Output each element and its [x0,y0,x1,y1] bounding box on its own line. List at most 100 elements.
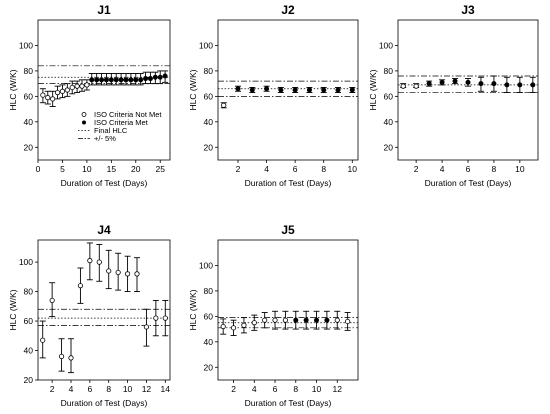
data-point-not-met [40,337,46,343]
chart-title: J3 [461,3,475,17]
data-point-not-met [64,87,70,93]
chart-title: J1 [97,3,111,17]
data-point-met [349,87,355,93]
y-tick-label: 20 [24,375,34,385]
data-point-met [426,81,432,87]
data-point-not-met [221,102,227,108]
data-point-met [530,82,536,88]
y-tick-label: 80 [24,66,34,76]
x-tick-label: 4 [264,164,269,174]
y-tick-label: 80 [24,287,34,297]
y-tick-label: 40 [204,117,214,127]
data-point-not-met [153,315,159,321]
x-tick-label: 2 [236,164,241,174]
x-axis-label: Duration of Test (Days) [245,398,332,408]
x-tick-label: 2 [231,384,236,394]
data-point-met [303,317,309,323]
chart-panel-j1: J1 20 40 60 80 100 0 5 10 15 20 25 Duration of Test … [8,3,171,188]
data-point-not-met [45,95,51,101]
y-tick-label: 40 [204,337,214,347]
y-tick-label: 40 [384,117,394,127]
y-tick-label: 20 [24,142,34,152]
data-point-met [292,87,298,93]
x-tick-label: 8 [321,164,326,174]
plot-frame [37,239,171,381]
x-tick-label: 15 [107,164,117,174]
data-point-not-met [262,317,268,323]
y-axis-label: HLC (W/K) [8,69,18,110]
y-tick-label: 20 [204,142,214,152]
data-point-met [491,81,497,87]
data-point-met [306,87,312,93]
data-point-not-met [79,83,85,89]
data-point-not-met [251,320,257,326]
data-point-met [478,81,484,87]
data-point-met [99,77,105,83]
data-point-not-met [74,83,80,89]
plot-frame [217,239,359,381]
data-point-met [314,317,320,323]
y-tick-label: 60 [24,91,34,101]
y-tick-label: 40 [24,117,34,127]
data-point-met [157,74,163,80]
chart-title: J5 [281,223,295,237]
data-point-met [465,79,471,85]
legend-label: ISO Criteria Not Met [94,110,162,119]
y-tick-label: 60 [204,311,214,321]
data-point-not-met [50,96,56,102]
x-tick-label: 8 [293,384,298,394]
x-tick-label: 12 [142,384,152,394]
x-axis-label: Duration of Test (Days) [245,178,332,188]
data-point-not-met [49,297,55,304]
x-tick-label: 6 [466,164,471,174]
y-tick-label: 60 [384,91,394,101]
x-tick-label: 2 [414,164,419,174]
data-point-met [439,79,445,85]
x-axis-label: Duration of Test (Days) [61,178,148,188]
x-tick-label: 10 [312,384,322,394]
data-point-not-met [106,268,112,274]
data-point-not-met [230,325,237,331]
x-tick-label: 10 [123,384,133,394]
x-axis-label: Duration of Test (Days) [425,178,512,188]
x-tick-label: 10 [82,164,92,174]
data-point-not-met [96,259,102,265]
data-point-not-met [282,317,289,323]
y-tick-label: 80 [384,66,394,76]
legend-label: ISO Criteria Met [94,118,149,127]
legend-symbol-not-met [81,112,87,117]
data-point-met [138,77,144,83]
data-point-not-met [40,92,46,98]
data-point-met [264,86,270,92]
x-tick-label: 6 [87,384,92,394]
x-tick-label: 8 [106,384,111,394]
x-tick-label: 25 [155,164,165,174]
data-point-met [335,87,341,93]
data-point-met [89,77,95,83]
x-tick-label: 2 [50,384,55,394]
x-tick-label: 8 [492,164,497,174]
data-point-not-met [241,322,247,328]
data-point-met [108,77,114,83]
y-tick-label: 100 [199,260,213,270]
plot-frame [397,19,539,161]
data-point-met [118,77,124,83]
legend-label: Final HLC [94,126,128,135]
data-point-met [128,77,134,83]
x-tick-label: 4 [252,384,257,394]
y-tick-label: 80 [204,286,214,296]
data-point-met [147,76,153,82]
data-point-met [249,87,255,93]
data-point-not-met [115,269,121,276]
data-point-not-met [77,283,84,289]
data-point-met [321,87,327,93]
chart-title: J4 [97,223,111,237]
data-point-not-met [58,353,65,360]
y-axis-label: HLC (W/K) [8,289,18,330]
x-tick-label: 10 [515,164,525,174]
y-tick-label: 100 [19,40,33,50]
legend-label: +/- 5% [94,134,116,143]
y-tick-label: 100 [199,40,213,50]
